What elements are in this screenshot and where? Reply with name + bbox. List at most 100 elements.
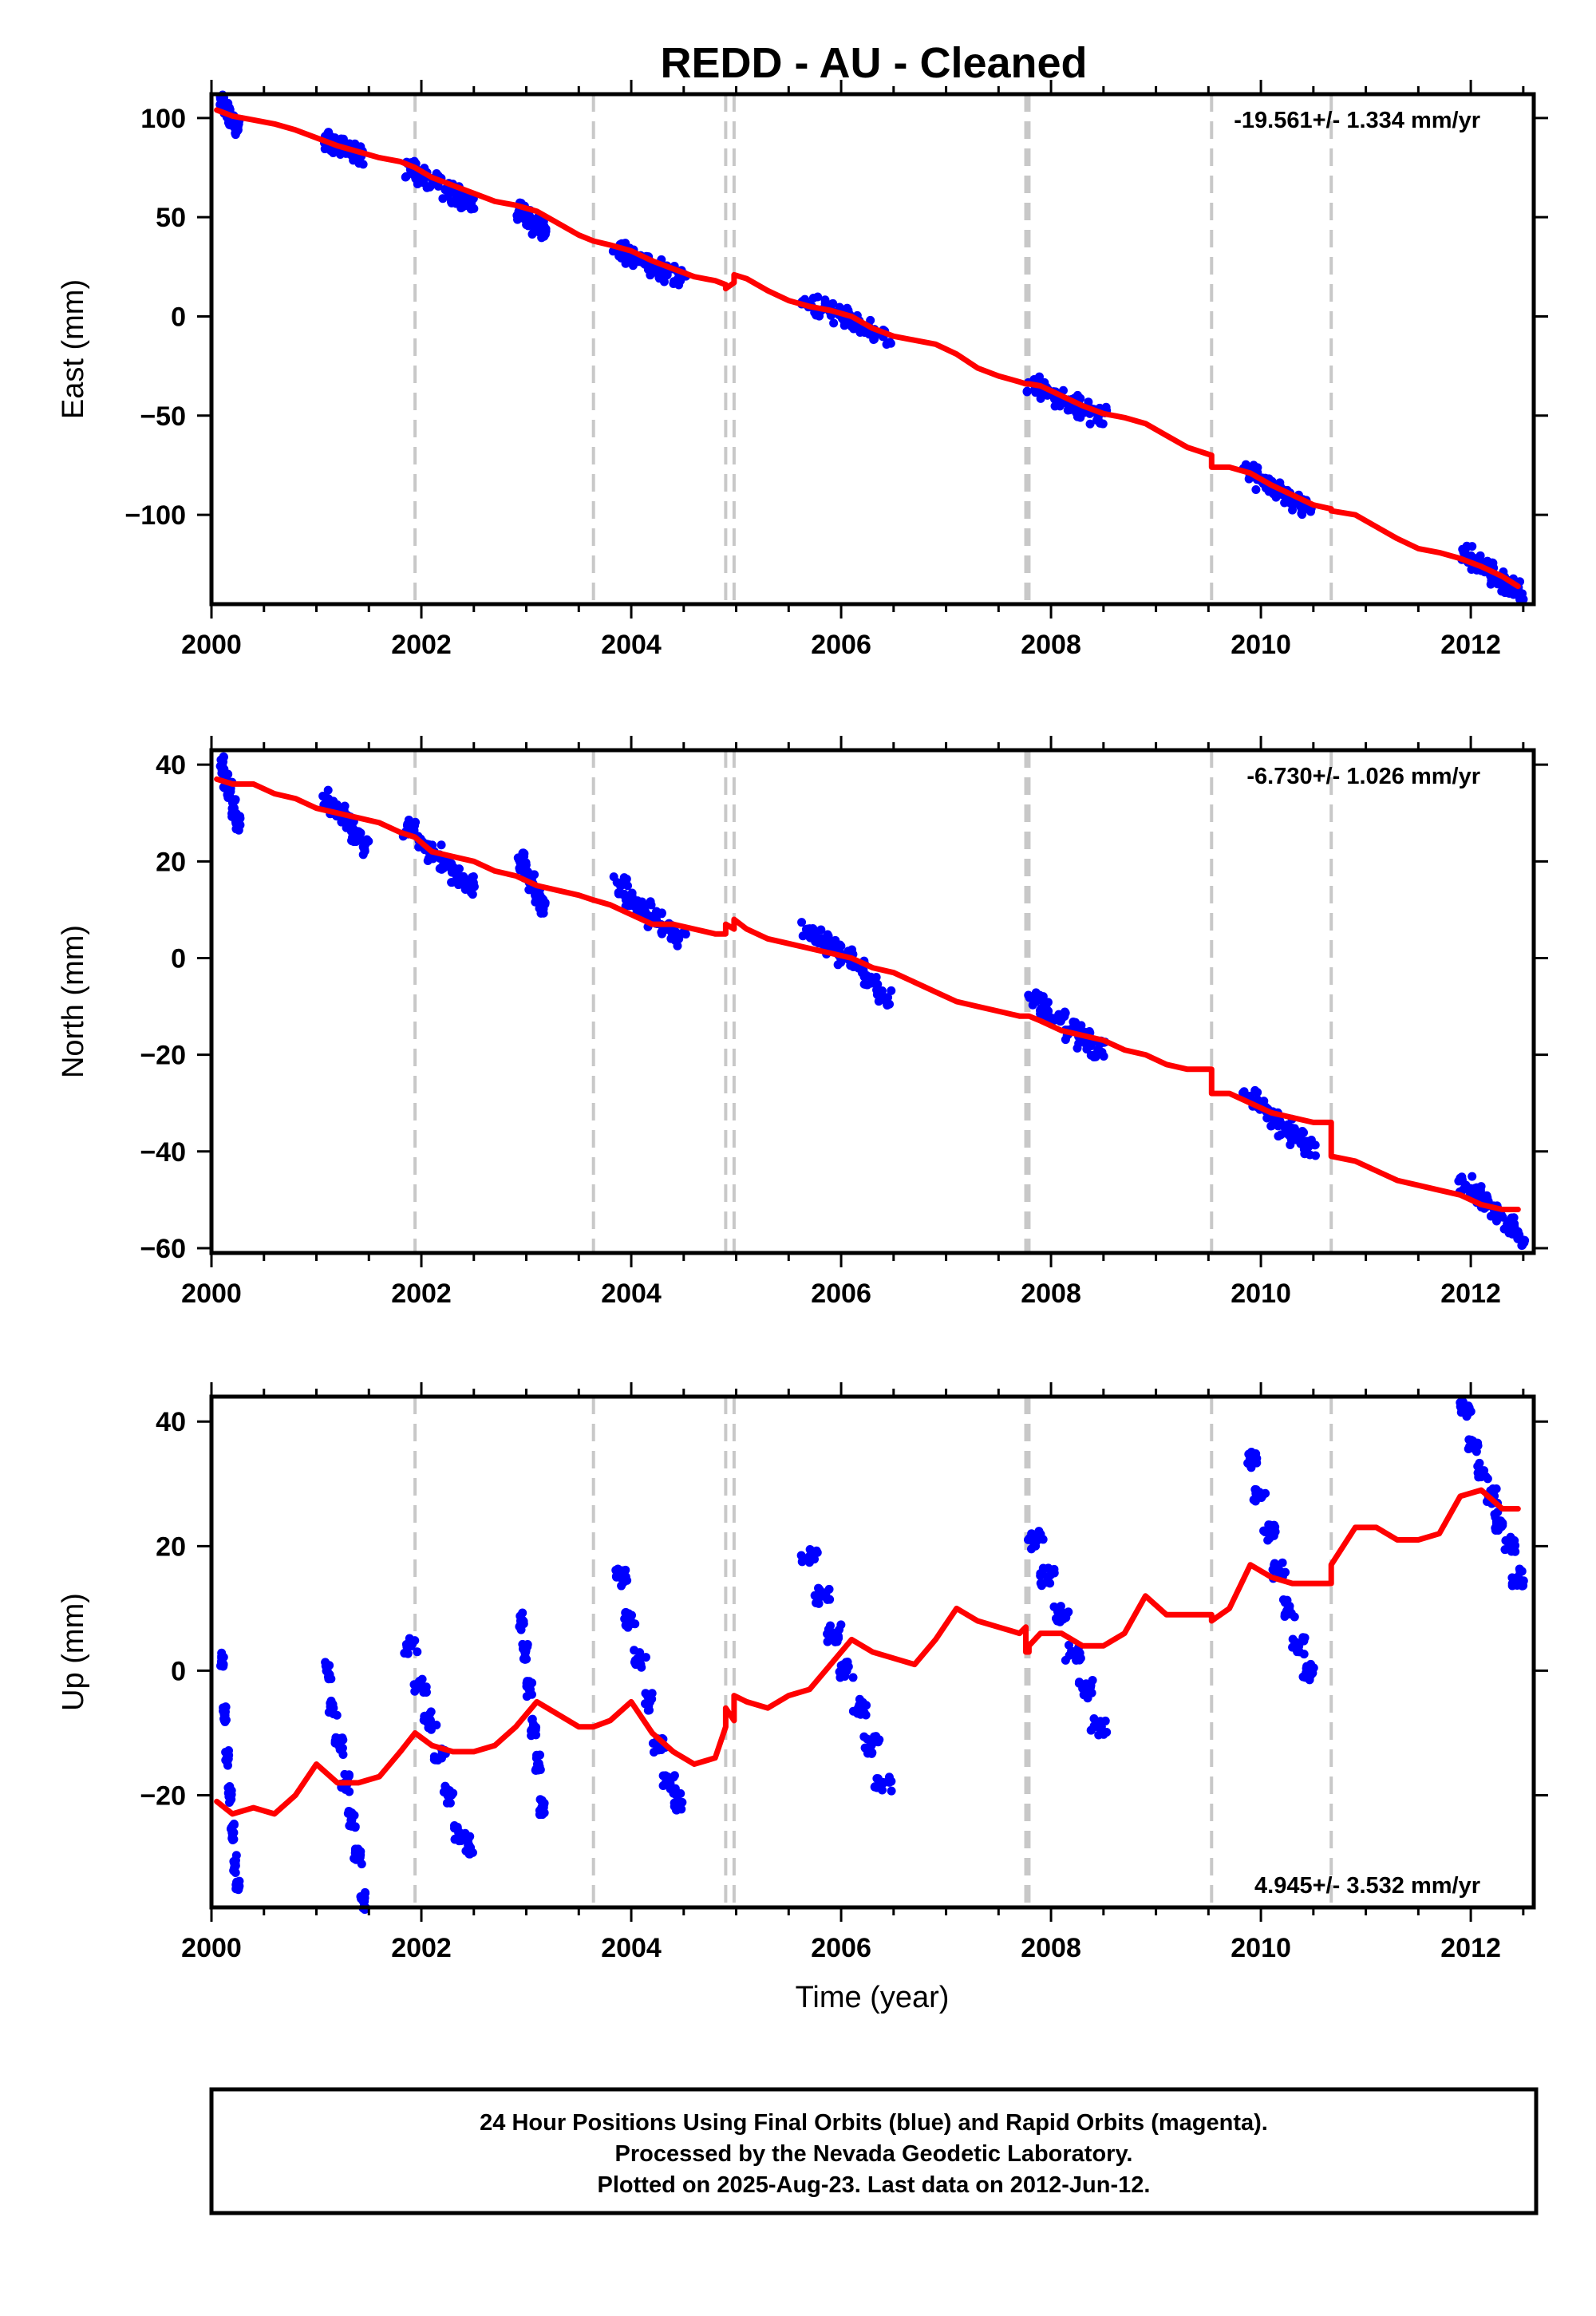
data-point (810, 1591, 820, 1600)
data-point (843, 947, 853, 956)
data-point (1486, 579, 1495, 589)
data-point (231, 819, 241, 828)
footer-line-1: 24 Hour Positions Using Final Orbits (bl… (480, 2110, 1268, 2136)
data-point (846, 961, 855, 970)
data-point (1285, 1601, 1294, 1611)
data-point (1290, 1124, 1299, 1133)
data-point (870, 334, 879, 344)
data-point (512, 211, 522, 221)
data-point (354, 159, 364, 168)
x-tick-label: 2006 (811, 630, 871, 660)
x-tick-label: 2008 (1021, 1279, 1081, 1309)
data-point (887, 986, 896, 995)
data-point (623, 898, 633, 907)
velocity-label: -6.730+/- 1.026 mm/yr (1246, 764, 1480, 789)
data-point (1065, 405, 1074, 415)
data-point (357, 836, 366, 845)
data-point (1097, 1047, 1107, 1057)
data-point (836, 1620, 846, 1630)
data-point (360, 844, 369, 853)
data-point (1100, 1716, 1110, 1725)
data-point (541, 224, 551, 234)
data-point (410, 1686, 420, 1696)
data-point (1046, 1570, 1056, 1579)
data-point (625, 255, 634, 265)
data-point (1299, 1128, 1309, 1137)
data-point (459, 871, 468, 881)
data-point (231, 128, 240, 138)
data-point (1468, 542, 1477, 551)
data-point (466, 1843, 476, 1852)
data-point (1291, 1638, 1301, 1647)
data-point (840, 1671, 850, 1681)
data-point (1241, 460, 1250, 469)
data-point (1472, 1447, 1481, 1456)
data-point (1094, 1730, 1104, 1740)
data-point (1498, 1212, 1507, 1222)
data-point (415, 178, 425, 188)
data-point (649, 1748, 658, 1757)
data-point (426, 1707, 436, 1717)
data-point (609, 872, 618, 882)
data-point (1490, 1509, 1499, 1519)
data-point (797, 918, 807, 927)
data-point (1254, 1489, 1263, 1499)
data-point (323, 1672, 333, 1682)
data-point (1512, 1578, 1522, 1587)
data-point (1278, 1595, 1288, 1604)
data-point (323, 785, 333, 795)
data-point (405, 1641, 414, 1650)
panel-north: 2000 2002 2004 2006 2008 2010 2012 40 20 0 −20 −40 −… (57, 736, 1548, 1309)
data-point (403, 1649, 413, 1658)
data-point (515, 1622, 524, 1631)
data-point (1519, 1576, 1528, 1586)
data-point (1259, 1097, 1269, 1106)
panel-east: 2000 2002 2004 2006 2008 2010 2012 100 50 0 −50 −10… (57, 80, 1548, 660)
data-point (1519, 595, 1528, 604)
y-tick-label: 0 (171, 302, 186, 332)
data-point (877, 986, 887, 996)
data-point (1472, 1183, 1482, 1192)
data-point (219, 753, 228, 762)
data-point (447, 878, 456, 887)
data-point (1456, 1398, 1465, 1408)
x-tick-label: 2006 (811, 1279, 871, 1309)
data-point (1238, 1088, 1248, 1097)
data-point (528, 870, 538, 879)
data-point (231, 1868, 240, 1878)
data-point (654, 274, 664, 283)
data-point (218, 1658, 227, 1668)
data-point (532, 1750, 542, 1760)
y-tick-label: 50 (156, 203, 186, 233)
data-point (824, 1584, 834, 1594)
data-point (612, 1567, 622, 1576)
data-point (347, 1814, 357, 1824)
y-tick-label: 100 (140, 104, 186, 134)
data-point (539, 908, 548, 918)
data-point (330, 1738, 340, 1748)
data-point (1483, 1474, 1492, 1484)
data-point (535, 1765, 545, 1774)
plot-frame (209, 92, 1536, 607)
data-point (822, 937, 832, 947)
data-point (326, 1696, 336, 1705)
data-point (672, 1790, 681, 1800)
data-point (1270, 1522, 1280, 1531)
x-tick-label: 2000 (181, 630, 242, 660)
data-point (220, 1709, 230, 1718)
data-point (1074, 1678, 1084, 1687)
data-point (1096, 418, 1105, 428)
data-point (812, 935, 822, 945)
chart-title: REDD - AU - Cleaned (660, 39, 1087, 87)
data-point (646, 900, 656, 910)
data-point (223, 769, 233, 779)
data-point (866, 315, 875, 325)
data-point (1079, 1690, 1088, 1700)
data-point (531, 1729, 540, 1738)
data-point (459, 193, 468, 203)
x-tick-label: 2004 (601, 1279, 662, 1309)
x-tick-label: 2002 (391, 1933, 452, 1963)
x-tick-label: 2000 (181, 1933, 242, 1963)
y-axis-label: East (mm) (57, 279, 90, 419)
